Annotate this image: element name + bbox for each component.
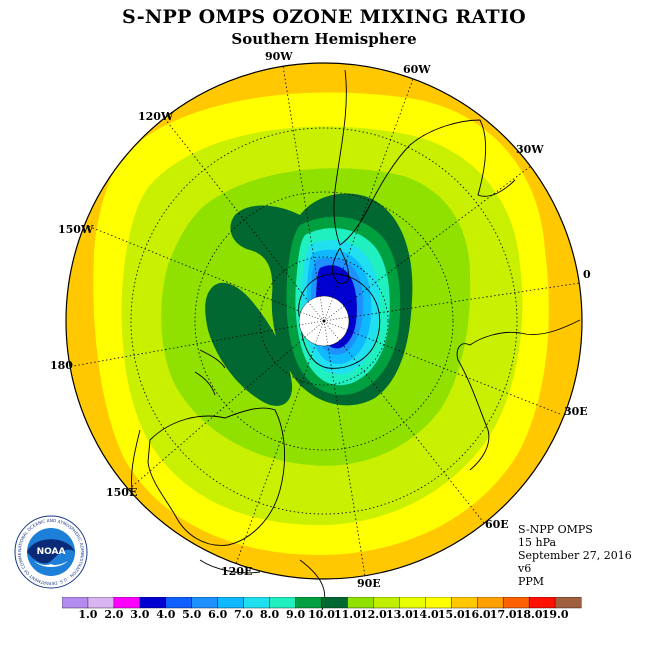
latitude-circle-50s (194, 191, 454, 451)
coastlines (131, 69, 581, 611)
meridian-120e (235, 320, 325, 565)
longitude-label-150w: 150W (58, 223, 94, 236)
colorbar-swatch (321, 597, 348, 609)
colorbar-swatch (502, 597, 530, 609)
map-title: S-NPP OMPS OZONE MIXING RATIO (121, 6, 527, 28)
info-level: 15 hPa (518, 536, 557, 549)
colorbar-tick-label: 15.0 (437, 608, 465, 621)
coast-antarctic-peninsula (332, 247, 349, 284)
colorbar-swatch (165, 597, 193, 609)
colorbar-swatch (425, 597, 452, 609)
info-date: September 27, 2016 (518, 549, 632, 562)
longitude-label-30e: 30E (564, 405, 588, 418)
colorbar-swatch (269, 597, 297, 609)
coast-africa (456, 319, 581, 471)
colorbar-tick-label: 10.0 (308, 608, 335, 621)
colorbar-tick-label: 19.0 (541, 608, 569, 621)
colorbar-swatch (373, 597, 400, 609)
meridian-90e (323, 320, 366, 577)
colorbar-swatch (399, 597, 426, 609)
meridian-90w (282, 65, 325, 322)
longitude-label-60w: 60W (403, 63, 431, 76)
colorbar-tick-label: 14.0 (411, 608, 439, 621)
colorbar-tick-label: 17.0 (489, 608, 517, 621)
coast-antarctica (298, 273, 381, 369)
noaa-logo: NATIONAL OCEANIC AND ATMOSPHERIC ADMINIS… (14, 515, 88, 589)
meridian-30w (323, 165, 532, 322)
meridian-0 (323, 282, 581, 322)
info-block: S-NPP OMPS 15 hPa September 27, 2016 v6 … (518, 523, 632, 588)
longitude-label-120e: 120E (221, 565, 253, 578)
longitude-label-90w: 90W (265, 50, 293, 63)
longitude-label-0: 0 (583, 268, 591, 281)
meridian-180 (67, 320, 325, 368)
longitude-label-180: 180 (50, 359, 73, 372)
colorbar-swatch (243, 597, 271, 609)
colorbar-swatch (295, 597, 323, 609)
coast-new-zealand (194, 349, 226, 396)
colorbar-tick-label: 4.0 (156, 608, 176, 621)
coast-australia (147, 407, 286, 546)
colorbar-tick-label: 13.0 (385, 608, 413, 621)
graticule (67, 65, 581, 577)
meridian-60w (323, 78, 414, 322)
info-units: PPM (518, 575, 545, 588)
meridian-150w (87, 225, 325, 322)
longitude-label-90e: 90E (357, 577, 381, 590)
colorbar-swatch (347, 597, 374, 609)
colorbar-swatch (87, 597, 115, 609)
colorbar-tick-label: 5.0 (182, 608, 202, 621)
colorbar-tick-label: 6.0 (208, 608, 228, 621)
colorbar-swatch (62, 597, 89, 609)
colorbar-tick-label: 3.0 (130, 608, 150, 621)
longitude-label-60e: 60E (485, 518, 509, 531)
longitude-label-150e: 150E (106, 486, 138, 499)
colorbar-swatch (554, 597, 582, 609)
colorbar-tick-label: 18.0 (515, 608, 543, 621)
colorbar-swatch (191, 597, 219, 609)
meridian-60e (323, 320, 485, 524)
colorbar-swatch (113, 597, 141, 609)
colorbar-tick-label: 11.0 (333, 608, 361, 621)
colorbar-tick-label: 12.0 (359, 608, 387, 621)
longitude-label-30w: 30W (516, 143, 544, 156)
colorbar-swatch (477, 597, 504, 609)
colorbar-tick-label: 7.0 (234, 608, 254, 621)
info-version: v6 (518, 562, 532, 575)
colorbar-tick-label: 16.0 (463, 608, 491, 621)
band-10-11-south (205, 282, 293, 406)
info-instrument: S-NPP OMPS (518, 523, 593, 536)
polar-spokes (298, 295, 350, 347)
colorbar-tick-label: 2.0 (104, 608, 124, 621)
colorbar-tick-label: 1.0 (78, 608, 98, 621)
noaa-logo-text: NOAA (37, 547, 66, 557)
coast-south-america (333, 69, 516, 246)
map-subtitle: Southern Hemisphere (231, 30, 417, 48)
colorbar-swatch (139, 597, 167, 609)
colorbar-swatch (528, 597, 556, 609)
colorbar-tick-label: 9.0 (286, 608, 306, 621)
map-boundary-circle (65, 62, 583, 580)
colorbar-tick-label: 8.0 (260, 608, 280, 621)
colorbar (62, 597, 582, 609)
south-pole-dot (322, 319, 326, 323)
longitude-label-120w: 120W (138, 110, 174, 123)
colorbar-swatch (451, 597, 478, 609)
meridian-120w (164, 118, 325, 322)
colorbar-swatch (217, 597, 245, 609)
latitude-circle-30s (130, 127, 518, 515)
meridian-150e (127, 320, 325, 491)
latitude-circle-70s (259, 256, 389, 386)
